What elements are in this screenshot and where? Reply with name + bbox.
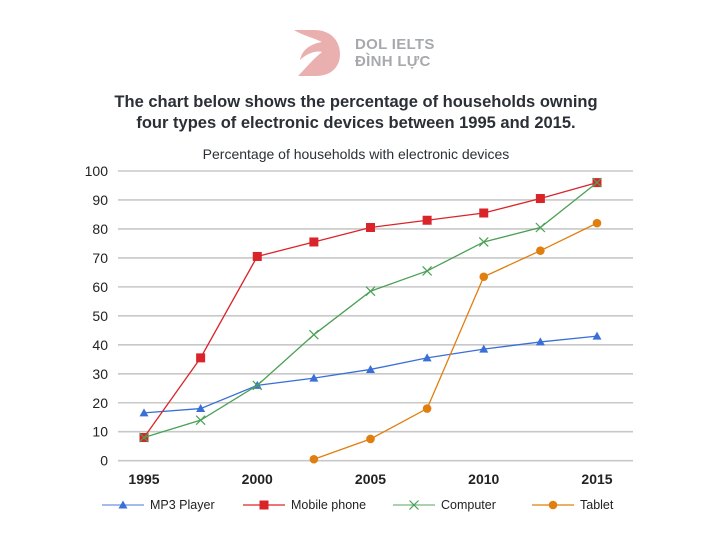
legend-marker [409,500,419,510]
y-tick-label: 10 [92,424,108,440]
y-tick-label: 100 [85,163,109,179]
x-tick-label: 2000 [242,471,273,487]
mp3-player-point [592,331,602,340]
legend-item-computer: Computer [393,494,496,516]
legend-label: Mobile phone [291,498,367,512]
tablet-line [313,222,598,460]
mobile-phone-point [252,251,262,261]
x-tick-label: 2005 [355,471,386,487]
series-lines [139,177,602,464]
series-computer [139,177,602,443]
mobile-phone-point [479,208,489,218]
mobile-phone-point [535,194,545,204]
computer-point [478,237,489,247]
legend-swatch-x-icon [393,500,435,510]
mobile-phone-point [366,222,375,232]
series-tablet [309,218,602,464]
question-line-2: four types of electronic devices between… [136,114,576,132]
logo-text: DOL IELTS ĐÌNH LỰC [355,36,435,70]
x-tick-label: 2015 [581,471,612,487]
x-axis-ticks: 1995 2000 2005 2010 2015 [128,471,612,487]
mp3-player-point [479,344,489,353]
computer-point [252,380,263,391]
legend-label: MP3 Player [150,498,215,512]
mp3-player-point [366,364,375,373]
tablet-point [309,454,319,464]
logo-line-2: ĐÌNH LỰC [355,53,431,70]
computer-point [592,177,602,188]
mobile-phone-line [143,181,598,438]
dol-ielts-logo: DOL IELTS ĐÌNH LỰC [292,28,452,80]
computer-point [308,329,319,340]
tablet-point [536,246,545,255]
mobile-phone-point [196,353,206,363]
x-tick-label: 2010 [468,471,499,487]
chart-title: Percentage of households with electronic… [202,146,510,162]
y-tick-label: 40 [92,337,108,353]
legend-swatch-triangle-icon [102,500,144,509]
y-tick-label: 90 [92,192,108,208]
mp3-player-point [196,404,206,413]
gridlines [118,170,633,462]
mp3-player-point [139,408,149,417]
legend-marker [548,500,558,510]
legend-item-mobile-phone: Mobile phone [243,494,366,516]
y-tick-label: 30 [92,366,108,382]
tablet-point [592,218,602,228]
legend-marker [118,500,128,509]
mobile-phone-point [422,215,432,225]
legend-marker [259,500,269,510]
tablet-point [422,404,432,413]
legend: MP3 Player Mobile phone Computer Tablet [0,494,712,516]
logo-mark-icon [294,30,340,76]
y-tick-label: 80 [92,221,108,237]
legend-label: Computer [441,498,496,512]
tablet-point [479,272,489,282]
legend-item-mp3-player: MP3 Player [102,494,215,516]
y-tick-label: 0 [100,453,108,469]
y-axis-ticks: 0 10 20 30 40 50 60 70 80 90 100 [85,163,109,469]
y-tick-label: 70 [92,250,108,266]
y-tick-label: 60 [92,279,108,295]
logo-line-1: DOL IELTS [355,36,435,53]
computer-point [422,266,433,276]
mp3-player-point [309,373,319,382]
computer-line [143,182,598,439]
tablet-point [366,434,375,444]
computer-point [139,432,149,443]
legend-swatch-square-icon [243,500,285,510]
mp3-player-point [535,337,545,346]
computer-point [195,415,206,426]
question-line-1: The chart below shows the percentage of … [114,93,598,111]
mp3-player-point [422,353,432,362]
legend-swatch-circle-icon [532,500,574,510]
legend-label: Tablet [580,498,614,512]
computer-point [365,286,376,297]
mobile-phone-point [309,237,319,247]
x-tick-label: 1995 [128,471,159,487]
computer-point [535,222,546,233]
y-tick-label: 20 [92,395,108,411]
question-text: The chart below shows the percentage of … [60,92,652,134]
legend-item-tablet: Tablet [532,494,613,516]
y-tick-label: 50 [92,308,108,324]
